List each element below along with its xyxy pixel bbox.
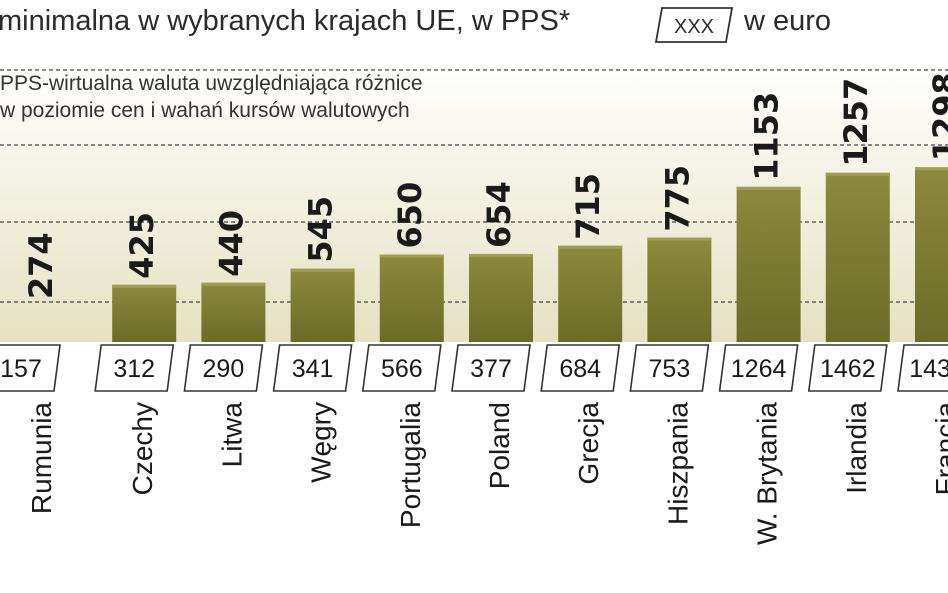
bar-top-highlight [825,172,890,176]
euro-value-box [94,344,175,392]
country-label: W. Brytania [752,402,783,546]
bar [201,282,266,342]
country-label: Grecja [573,402,604,485]
euro-value-label: 157 [0,355,42,383]
country-label: Portugalia [395,402,426,529]
legend: XXX w euro [654,5,831,43]
bar [379,254,444,342]
euro-value-boxes: 157 312 290 341 566 377 684 753 1264 1462 1430 [0,344,948,392]
euro-value-box [718,344,799,392]
euro-value-label: 377 [470,355,512,383]
euro-value-label: 1264 [731,355,787,383]
bar-top-highlight [379,254,444,258]
country-label: Francja [930,402,948,496]
euro-value-box [0,344,61,392]
bar [915,167,948,342]
bar-top-highlight [290,268,355,272]
country-labels: Rumunia Czechy Litwa Węgry Portugalia Poland G… [26,402,948,546]
euro-value-label: 1430 [909,355,948,383]
euro-value-label: 290 [203,355,245,383]
euro-value-label: 684 [559,355,601,383]
legend-badge-text: XXX [674,16,714,38]
euro-value-box [897,344,948,392]
bar-top-highlight [736,186,801,190]
country-label: Irlandia [841,402,872,494]
bar-top-highlight [112,284,177,288]
bar [647,237,712,342]
bar-top-highlight [558,245,623,249]
bar [736,186,801,342]
legend-text: w euro [743,5,831,37]
euro-value-box [629,344,710,392]
euro-value-box [451,344,531,392]
chart-title: minimalna w wybranych krajach UE, w PPS* [0,5,570,37]
bar-top-highlight [647,237,712,241]
bar-value-label: 654 [480,181,518,248]
country-label: Rumunia [26,402,57,514]
bar [112,284,177,342]
country-label: Poland [484,402,515,489]
euro-value-box [361,344,442,392]
bar-top-highlight [915,167,948,171]
note-line-1: PPS-wirtualna waluta uwzględniająca różn… [0,72,423,95]
euro-value-label: 566 [381,355,423,383]
value-labels: 274 425 440 545 650 654 715 775 1153 1257 1298 [22,72,948,299]
bars [112,167,948,342]
euro-value-box [540,344,621,392]
note-line-2: w poziomie cen i wahań kursów walutowych [0,99,410,122]
bar-value-label: 425 [123,212,161,279]
euro-value-label: 1462 [820,355,876,383]
euro-value-box [272,344,353,392]
country-label: Hiszpania [662,402,693,525]
country-label: Litwa [216,402,247,468]
bar-value-label: 1153 [748,92,786,181]
euro-value-box [807,344,888,392]
bar [290,268,355,342]
bar-value-label: 715 [569,173,607,240]
bar [825,172,890,342]
bar-value-label: 775 [658,165,696,232]
bar-value-label: 650 [391,182,429,249]
bar-top-highlight [201,282,266,286]
bar [558,245,623,342]
bar-value-label: 274 [22,232,60,299]
euro-value-box [183,344,264,392]
country-label: Czechy [127,402,158,495]
bar-value-label: 1257 [837,78,875,167]
country-label: Węgry [306,402,337,483]
bar-value-label: 545 [302,196,340,263]
bar [469,253,533,342]
euro-value-label: 341 [292,355,334,383]
bar-value-label: 1298 [926,72,948,161]
bar-value-label: 440 [212,210,250,277]
euro-value-label: 753 [649,355,691,383]
bar-top-highlight [469,253,533,257]
euro-value-label: 312 [113,355,155,383]
legend-badge [654,7,734,43]
